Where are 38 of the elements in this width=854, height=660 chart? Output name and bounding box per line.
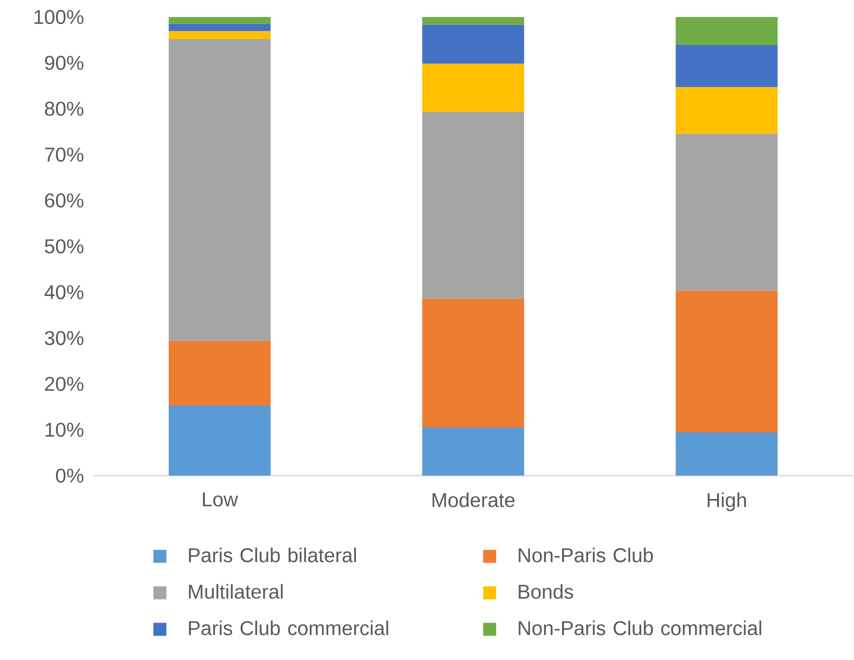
y-tick-label: 20% [45,377,84,392]
bar [168,341,271,406]
bar [168,39,271,342]
bar [422,17,524,26]
legend-label: Paris Club commercial [189,620,388,636]
y-tick-label: 60% [45,194,84,208]
legend-label: Bonds [518,584,574,600]
bar [676,17,778,46]
bar [422,25,524,64]
bar [422,64,524,112]
y-tick-label: 40% [44,285,84,300]
y-tick-label: 100% [34,10,84,24]
legend-label: Multilateral [189,584,283,600]
y-tick-label: 0% [56,468,84,483]
bar [168,24,271,32]
bar [422,298,524,428]
bar [422,428,524,476]
bar [422,112,524,299]
bar [168,31,271,40]
legend-label: Non-Paris Club commercial [518,620,762,636]
legend-label: Paris Club bilateral [189,548,356,563]
bar [168,17,271,24]
bar [676,87,778,134]
y-tick-label: 50% [44,239,84,254]
bar [676,291,778,433]
y-tick-label: 80% [44,102,84,116]
x-tick-label: High [708,492,746,512]
bar [168,406,271,476]
y-tick-label: 90% [45,56,84,70]
y-tick-label: 10% [46,422,84,438]
y-tick-label: 30% [44,331,84,346]
bar [676,45,778,88]
bar [676,432,778,476]
legend-label: Non-Paris Club [518,548,653,563]
bar [676,134,778,292]
x-tick-label: Low [202,492,238,507]
x-tick-label: Moderate [432,492,514,508]
y-tick-label: 70% [45,148,84,162]
